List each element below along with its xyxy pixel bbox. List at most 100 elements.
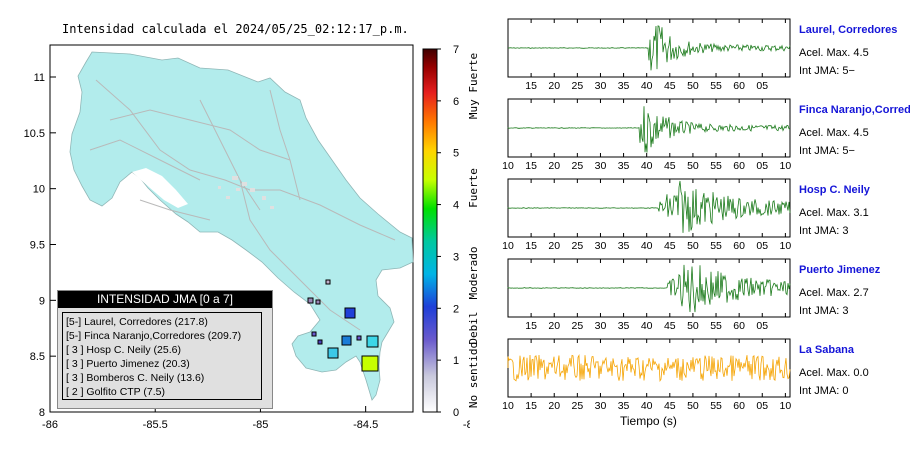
station-name: La Sabana	[799, 344, 855, 356]
intensity-colorbar: 7 6 5 4 3 2 1 0 Muy Fuerte Fuerte Moderado DebilNo…	[422, 44, 480, 419]
station-accel: Acel. Max. 4.5	[799, 127, 869, 139]
time-tick-label: 05	[756, 320, 768, 332]
station-name: Laurel, Corredores	[799, 24, 898, 36]
map-x-tick-label: -86	[42, 419, 58, 431]
station-marker-puerto-jimenez	[341, 335, 352, 346]
colorbar-tick-label: 1	[453, 355, 459, 367]
station-jma: Int JMA: 5−	[799, 145, 855, 157]
colorbar-ticks: 7 6 5 4 3 2 1 0	[437, 44, 459, 419]
time-tick-label: 20	[548, 80, 560, 92]
colorbar-category-label: Moderado	[467, 247, 480, 300]
waveform-trace	[507, 180, 791, 233]
station-markers	[307, 279, 379, 372]
station-accel: Acel. Max. 0.0	[799, 367, 869, 379]
legend-item: [5-] Finca Naranjo,Corredores (209.7)	[66, 330, 242, 342]
map-y-tick-label: 8.5	[30, 351, 45, 363]
time-tick-label: 50	[687, 80, 699, 92]
map-x-tick-label: -84.5	[353, 419, 378, 431]
station-jma: Int JMA: 0	[799, 385, 849, 397]
map-y-tick-label: 8	[39, 407, 45, 419]
station-marker-small-4	[311, 331, 317, 337]
time-tick-label: 45	[664, 80, 676, 92]
time-tick-label: 40	[641, 80, 653, 92]
colorbar-tick-label: 6	[453, 96, 459, 108]
waveform-panel: 15 20 25 30 35 40 45 50 55 60 05	[507, 258, 791, 332]
colorbar-tick-label: 5	[453, 148, 459, 160]
time-tick-label: 55	[710, 400, 722, 412]
time-tick-label: 25	[572, 80, 584, 92]
time-tick-label: 25	[572, 240, 584, 252]
colorbar-tick-label: 3	[453, 251, 459, 263]
colorbar-tick-label: 4	[453, 200, 459, 212]
legend-item: [5-] Laurel, Corredores (217.8)	[66, 316, 208, 328]
time-tick-label: 15	[525, 320, 537, 332]
legend-box: INTENSIDAD JMA [0 a 7] [5-] Laurel, Corr…	[57, 290, 273, 409]
time-tick-label: 40	[641, 240, 653, 252]
time-tick-label: 35	[618, 160, 630, 172]
city-dots	[218, 176, 274, 209]
x-axis-label: Tiempo (s)	[620, 414, 677, 428]
colorbar-category-label: Debil	[467, 311, 480, 344]
station-marker-small-3	[356, 335, 362, 341]
legend-item: [ 3 ] Bomberos C. Neily (13.6)	[66, 372, 205, 384]
time-tick-label: 45	[664, 400, 676, 412]
time-tick-label: 60	[733, 80, 745, 92]
station-marker-small-6	[317, 339, 323, 345]
waveform-panels: 15 20 25 30 35 40 45 50 55 60 05 10 15 20 25 30 35 40 45 50…	[502, 18, 792, 412]
time-tick-label: 60	[733, 160, 745, 172]
time-tick-label: 30	[595, 160, 607, 172]
colorbar-tick-label: 7	[453, 44, 459, 56]
map-y-tick-label: 10.5	[24, 128, 45, 140]
station-name: Hosp C. Neily	[799, 184, 870, 196]
waveform-trace	[507, 354, 791, 383]
map-y-axis: 11 10.5 10 9.5 9 8.5 8	[24, 72, 56, 419]
time-tick-label: 10	[502, 400, 514, 412]
time-tick-label: 35	[618, 80, 630, 92]
station-marker-small-2	[325, 279, 331, 285]
waveform-trace	[507, 106, 791, 153]
waveform-trace	[508, 25, 791, 71]
time-tick-label: 60	[733, 400, 745, 412]
time-tick-label: 20	[548, 320, 560, 332]
time-tick-label: 40	[641, 160, 653, 172]
time-tick-label: 50	[687, 240, 699, 252]
waveform-panel: 10 15 20 25 30 35 40 45 50 55 60 05 10	[502, 338, 792, 412]
time-tick-label: 15	[525, 160, 537, 172]
map-x-tick-label: -85	[252, 419, 268, 431]
waveform-trace	[507, 264, 791, 313]
time-tick-label: 35	[618, 240, 630, 252]
map-y-tick-label: 10	[33, 184, 45, 196]
station-marker-small-1	[307, 297, 314, 304]
time-tick-label: 10	[502, 160, 514, 172]
time-tick-label: 20	[548, 160, 560, 172]
time-tick-label: 10	[780, 400, 792, 412]
legend-item: [ 3 ] Hosp C. Neily (25.6)	[66, 344, 181, 356]
time-tick-label: 55	[710, 240, 722, 252]
station-marker-laurel	[366, 335, 379, 348]
colorbar-tick-label: 2	[453, 303, 459, 315]
time-tick-label: 05	[756, 400, 768, 412]
map-title: Intensidad calculada el 2024/05/25_02:12…	[62, 22, 409, 36]
colorbar-tick-label: 0	[453, 407, 459, 419]
time-tick-label: 50	[687, 400, 699, 412]
legend-list: [5-] Laurel, Corredores (217.8) [5-] Fin…	[62, 312, 262, 400]
time-tick-label: 50	[687, 160, 699, 172]
time-tick-label: 25	[572, 400, 584, 412]
waveform-panel: 10 15 20 25 30 35 40 45 50 55 60 05 10	[502, 178, 791, 252]
time-tick-label: 60	[733, 240, 745, 252]
time-tick-label: 35	[618, 400, 630, 412]
time-tick-label: 30	[595, 320, 607, 332]
time-tick-label: 10	[502, 240, 514, 252]
station-marker-finca-naranjo	[361, 355, 379, 372]
station-jma: Int JMA: 3	[799, 305, 849, 317]
time-tick-label: 15	[525, 240, 537, 252]
time-tick-label: 30	[595, 400, 607, 412]
station-jma: Int JMA: 5−	[799, 65, 855, 77]
time-tick-label: 30	[595, 240, 607, 252]
costa-rica-land	[69, 51, 414, 401]
time-tick-label: 05	[756, 80, 768, 92]
station-marker-small-5	[315, 299, 321, 305]
time-tick-label: 40	[641, 320, 653, 332]
station-info-column: Laurel, Corredores Acel. Max. 4.5 Int JMA:…	[799, 0, 910, 440]
